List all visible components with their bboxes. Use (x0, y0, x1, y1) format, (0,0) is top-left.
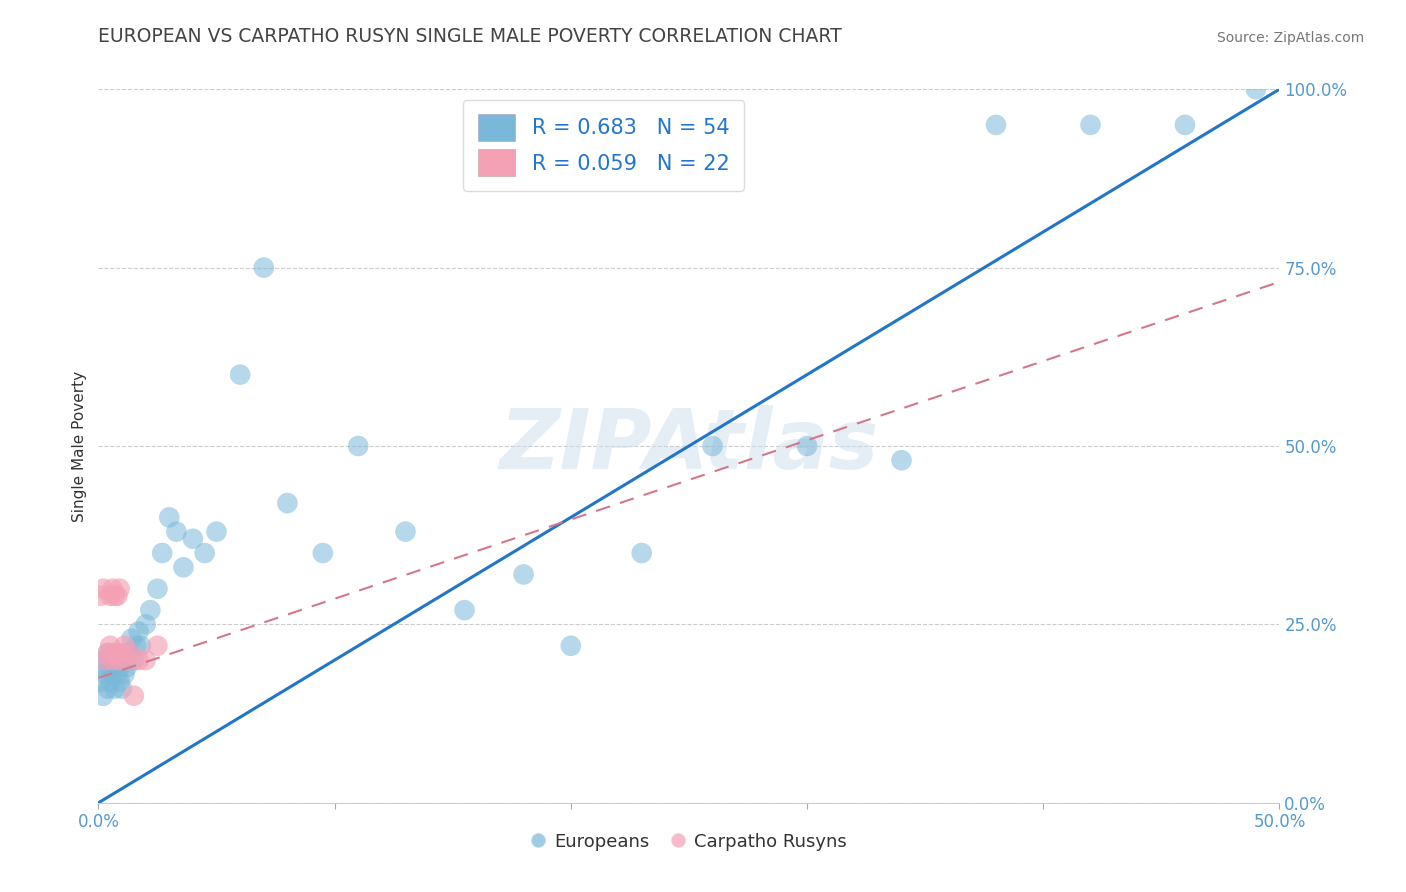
Point (98, 660, 121, 674)
Point (104, 681, 127, 696)
Point (453, 603, 475, 617)
Point (104, 646, 127, 660)
Point (108, 660, 131, 674)
Point (1174, 118, 1197, 132)
Point (98, 639, 121, 653)
Point (394, 524, 416, 539)
Point (97, 646, 120, 660)
Point (108, 653, 131, 667)
Point (108, 582, 131, 596)
Point (101, 653, 124, 667)
Point (90, 589, 112, 603)
Point (101, 582, 124, 596)
Point (129, 639, 152, 653)
Point (194, 546, 217, 560)
Point (105, 667, 128, 681)
Point (104, 646, 127, 660)
Point (118, 646, 141, 660)
Text: Source: ZipAtlas.com: Source: ZipAtlas.com (1216, 31, 1364, 45)
Text: ZIPAtlas: ZIPAtlas (499, 406, 879, 486)
Legend: Europeans, Carpatho Rusyns: Europeans, Carpatho Rusyns (523, 826, 855, 858)
Point (112, 667, 135, 681)
Point (111, 646, 134, 660)
Point (702, 439, 724, 453)
Point (146, 582, 169, 596)
Point (146, 639, 169, 653)
Point (205, 524, 228, 539)
Point (91, 582, 114, 596)
Point (121, 632, 143, 646)
Point (90, 674, 112, 689)
Point (94, 653, 117, 667)
Point (115, 660, 138, 674)
Point (101, 653, 124, 667)
Point (276, 496, 298, 510)
Point (1244, 82, 1267, 96)
Point (101, 667, 124, 681)
Point (172, 560, 194, 574)
Point (229, 368, 252, 382)
Point (98, 589, 121, 603)
Point (1080, 118, 1102, 132)
Point (125, 639, 148, 653)
Point (796, 439, 818, 453)
Point (181, 532, 204, 546)
Point (111, 681, 134, 696)
Point (150, 546, 173, 560)
Point (890, 453, 912, 467)
Point (97, 681, 120, 696)
Point (112, 639, 135, 653)
Point (312, 546, 335, 560)
Point (94, 667, 117, 681)
Point (105, 653, 128, 667)
Point (118, 646, 141, 660)
Point (122, 689, 145, 703)
Point (91, 689, 114, 703)
Point (139, 603, 162, 617)
Point (165, 524, 187, 539)
Text: EUROPEAN VS CARPATHO RUSYN SINGLE MALE POVERTY CORRELATION CHART: EUROPEAN VS CARPATHO RUSYN SINGLE MALE P… (98, 28, 842, 46)
Point (115, 653, 138, 667)
Point (122, 653, 145, 667)
Point (105, 646, 128, 660)
Point (135, 653, 157, 667)
Point (128, 624, 150, 639)
Point (91, 660, 114, 674)
Point (253, 260, 276, 275)
Point (111, 653, 134, 667)
Y-axis label: Single Male Poverty: Single Male Poverty (72, 370, 87, 522)
Point (128, 653, 150, 667)
Point (98, 674, 121, 689)
Point (512, 567, 534, 582)
Point (105, 589, 128, 603)
Point (347, 439, 370, 453)
Point (135, 617, 157, 632)
Point (97, 646, 120, 660)
Point (108, 674, 131, 689)
Point (984, 118, 1007, 132)
Point (104, 589, 127, 603)
Point (94, 653, 117, 667)
Point (630, 546, 652, 560)
Point (157, 510, 180, 524)
Point (560, 639, 582, 653)
